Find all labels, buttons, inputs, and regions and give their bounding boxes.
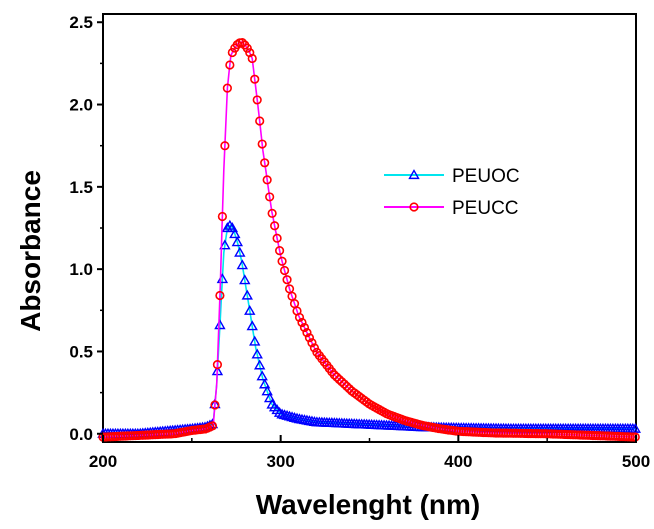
data-point bbox=[215, 290, 225, 301]
x-tick-label: 400 bbox=[444, 452, 472, 471]
y-tick-label: 1.5 bbox=[69, 178, 93, 197]
data-point bbox=[250, 74, 260, 84]
legend-item-peuoc: PEUOC bbox=[384, 166, 520, 187]
data-point bbox=[337, 377, 347, 387]
data-point bbox=[249, 335, 261, 346]
y-tick-label: 0.5 bbox=[69, 342, 93, 361]
data-point bbox=[252, 95, 262, 105]
data-point bbox=[309, 343, 320, 353]
data-point bbox=[267, 208, 277, 218]
data-point bbox=[263, 392, 276, 403]
data-point bbox=[334, 374, 344, 385]
data-point bbox=[302, 328, 312, 338]
y-tick-label: 0.0 bbox=[69, 425, 93, 444]
data-point bbox=[241, 289, 253, 300]
x-tick-label: 200 bbox=[89, 452, 117, 471]
legend-label-peucc: PEUCC bbox=[452, 198, 519, 219]
data-point bbox=[342, 381, 352, 391]
data-point bbox=[217, 211, 227, 222]
legend-item-peucc: PEUCC bbox=[384, 198, 519, 219]
data-point bbox=[277, 256, 287, 266]
x-axis-title: Wavelenght (nm) bbox=[256, 489, 481, 520]
y-axis-title: Absorbance bbox=[15, 170, 46, 332]
y-tick-label: 1.0 bbox=[69, 260, 93, 279]
legend: PEUOC PEUCC bbox=[384, 166, 520, 219]
data-point bbox=[214, 319, 226, 330]
data-point bbox=[231, 236, 244, 247]
data-point bbox=[247, 53, 257, 64]
data-point bbox=[257, 139, 267, 149]
data-point bbox=[225, 60, 235, 70]
data-point bbox=[246, 320, 258, 331]
data-point bbox=[339, 379, 349, 389]
data-point bbox=[210, 400, 220, 410]
data-point bbox=[236, 259, 248, 270]
data-point bbox=[629, 422, 641, 433]
axis-layer: 200 300 400 500 0.0 0.5 1.0 1.5 2.0 2.5 bbox=[69, 13, 650, 471]
data-point bbox=[244, 304, 256, 315]
data-point bbox=[245, 48, 255, 58]
x-tick-label: 300 bbox=[266, 452, 294, 471]
data-point bbox=[234, 246, 246, 257]
data-point bbox=[258, 378, 271, 389]
data-point bbox=[219, 239, 231, 250]
data-point bbox=[332, 372, 342, 382]
data-point bbox=[253, 359, 266, 370]
series-layer bbox=[97, 38, 641, 442]
data-point bbox=[239, 274, 251, 285]
data-point bbox=[275, 246, 285, 256]
data-point bbox=[237, 38, 247, 48]
data-point bbox=[260, 158, 270, 168]
data-point bbox=[261, 385, 273, 396]
series-peucc bbox=[98, 38, 640, 442]
data-point bbox=[294, 312, 305, 323]
data-point bbox=[299, 322, 310, 333]
data-point bbox=[307, 338, 317, 348]
data-point bbox=[282, 275, 292, 285]
data-point bbox=[255, 116, 265, 126]
legend-marker-triangle bbox=[408, 169, 420, 180]
y-tick-label: 2.5 bbox=[69, 13, 93, 32]
data-point bbox=[226, 222, 239, 233]
data-point bbox=[222, 83, 232, 93]
plot-area bbox=[102, 13, 637, 443]
data-point bbox=[265, 192, 275, 202]
x-tick-label: 500 bbox=[622, 452, 650, 471]
data-point bbox=[304, 333, 315, 343]
data-point bbox=[207, 421, 218, 431]
data-point bbox=[256, 370, 268, 381]
data-point bbox=[262, 175, 272, 185]
data-point bbox=[279, 265, 290, 276]
data-point bbox=[242, 43, 252, 53]
data-point bbox=[270, 221, 280, 231]
y-tick-label: 2.0 bbox=[69, 96, 93, 115]
data-point bbox=[297, 317, 307, 328]
data-point bbox=[212, 360, 223, 370]
data-point bbox=[220, 141, 230, 151]
data-point bbox=[329, 370, 339, 380]
data-point bbox=[273, 406, 286, 417]
legend-label-peuoc: PEUOC bbox=[452, 166, 520, 187]
data-point bbox=[251, 348, 263, 359]
legend-marker-circle bbox=[409, 202, 419, 212]
data-point bbox=[229, 228, 241, 239]
data-point bbox=[272, 233, 282, 243]
data-point bbox=[227, 47, 237, 58]
